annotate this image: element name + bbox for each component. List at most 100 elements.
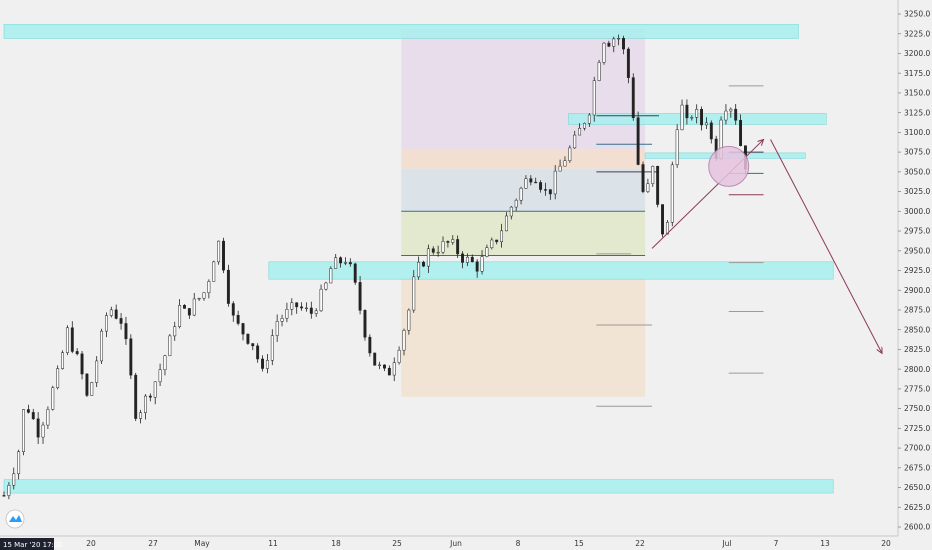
candle-body xyxy=(309,307,313,314)
candle-body xyxy=(690,117,694,119)
x-tick-label: May xyxy=(194,539,210,548)
candle-body xyxy=(431,248,435,253)
candle-body xyxy=(422,261,425,267)
candle-body xyxy=(529,178,533,183)
candle-body xyxy=(573,134,577,149)
candle-body xyxy=(163,355,167,371)
candle-body xyxy=(231,303,235,316)
y-tick-label: 2725.0 xyxy=(904,424,930,433)
candle-body xyxy=(192,298,196,316)
candle-body xyxy=(46,409,50,426)
candle-body xyxy=(148,395,152,398)
candle-body xyxy=(114,309,118,319)
candle-body xyxy=(534,181,538,184)
y-tick-label: 3250.0 xyxy=(904,10,930,19)
candle-body xyxy=(17,451,21,475)
candle-body xyxy=(417,261,421,278)
candle-body xyxy=(739,120,743,146)
candle-body xyxy=(139,412,143,419)
y-tick-label: 3000.0 xyxy=(904,207,930,216)
candle-body xyxy=(295,302,299,308)
y-tick-label: 2750.0 xyxy=(904,404,930,413)
candle-body xyxy=(656,165,660,205)
candle-body xyxy=(241,323,245,335)
candle-body xyxy=(90,382,94,396)
candle-body xyxy=(602,42,606,63)
candle-body xyxy=(607,42,611,47)
candle-body xyxy=(261,358,264,369)
candle-body xyxy=(617,37,621,40)
candle-body xyxy=(548,189,552,195)
candle-body xyxy=(695,109,699,118)
candle-body xyxy=(304,307,308,310)
candle-body xyxy=(324,282,328,290)
candle-body xyxy=(734,108,738,121)
candle-body xyxy=(285,309,289,319)
candle-body xyxy=(490,239,494,248)
fib-box xyxy=(401,279,646,397)
candle-body xyxy=(622,37,625,50)
candle-body xyxy=(168,335,172,357)
candle-body xyxy=(256,345,260,360)
candle-body xyxy=(563,160,567,167)
fibonacci-boxes xyxy=(401,28,646,397)
x-tick-label: 11 xyxy=(268,539,278,548)
candle-body xyxy=(436,251,440,254)
candle-body xyxy=(446,241,450,243)
candle-body xyxy=(75,351,79,355)
candle-body xyxy=(358,282,362,311)
x-tick-label: 20 xyxy=(881,539,891,548)
candle-body xyxy=(392,362,396,376)
candle-body xyxy=(348,262,352,265)
candle-body xyxy=(704,122,708,126)
candle-body xyxy=(729,108,733,112)
candle-body xyxy=(553,170,557,195)
candle-body xyxy=(470,256,474,263)
candle-body xyxy=(226,269,230,304)
candle-body xyxy=(524,178,528,189)
candle-body xyxy=(129,338,133,376)
candle-body xyxy=(383,364,386,369)
candle-body xyxy=(319,288,323,312)
candle-body xyxy=(636,117,640,165)
candle-body xyxy=(539,182,543,190)
x-tick-label: 15 xyxy=(574,539,584,548)
candle-body xyxy=(387,367,391,376)
candle-body xyxy=(290,302,294,310)
candle-body xyxy=(597,62,601,81)
candle-body xyxy=(344,262,347,264)
y-tick-label: 2825.0 xyxy=(904,345,930,354)
x-tick-label: Jun xyxy=(449,539,462,548)
candle-body xyxy=(183,305,186,309)
candle-body xyxy=(61,352,64,369)
candle-body xyxy=(363,310,367,338)
candle-body xyxy=(31,412,35,420)
x-tick-label: 8 xyxy=(516,539,521,548)
candle-body xyxy=(519,187,523,201)
candle-body xyxy=(41,424,45,438)
candle-body xyxy=(100,330,104,362)
x-tick-label: 7 xyxy=(774,539,779,548)
candle-body xyxy=(56,368,60,389)
candle-body xyxy=(378,364,382,366)
candle-body xyxy=(173,326,177,337)
candle-body xyxy=(509,206,513,217)
candle-body xyxy=(12,473,16,486)
fib-box xyxy=(401,168,646,212)
candle-body xyxy=(587,114,591,124)
candle-body xyxy=(65,327,69,353)
candle-body xyxy=(583,123,586,129)
candle-body xyxy=(178,305,182,327)
candle-body xyxy=(373,352,377,366)
x-tick-label: 13 xyxy=(820,539,830,548)
candle-body xyxy=(300,306,304,309)
candle-body xyxy=(709,122,713,140)
candle-body xyxy=(80,353,84,375)
y-tick-label: 2875.0 xyxy=(904,306,930,315)
y-tick-label: 2600.0 xyxy=(904,523,930,532)
y-tick-label: 2975.0 xyxy=(904,227,930,236)
candle-body xyxy=(495,239,499,243)
